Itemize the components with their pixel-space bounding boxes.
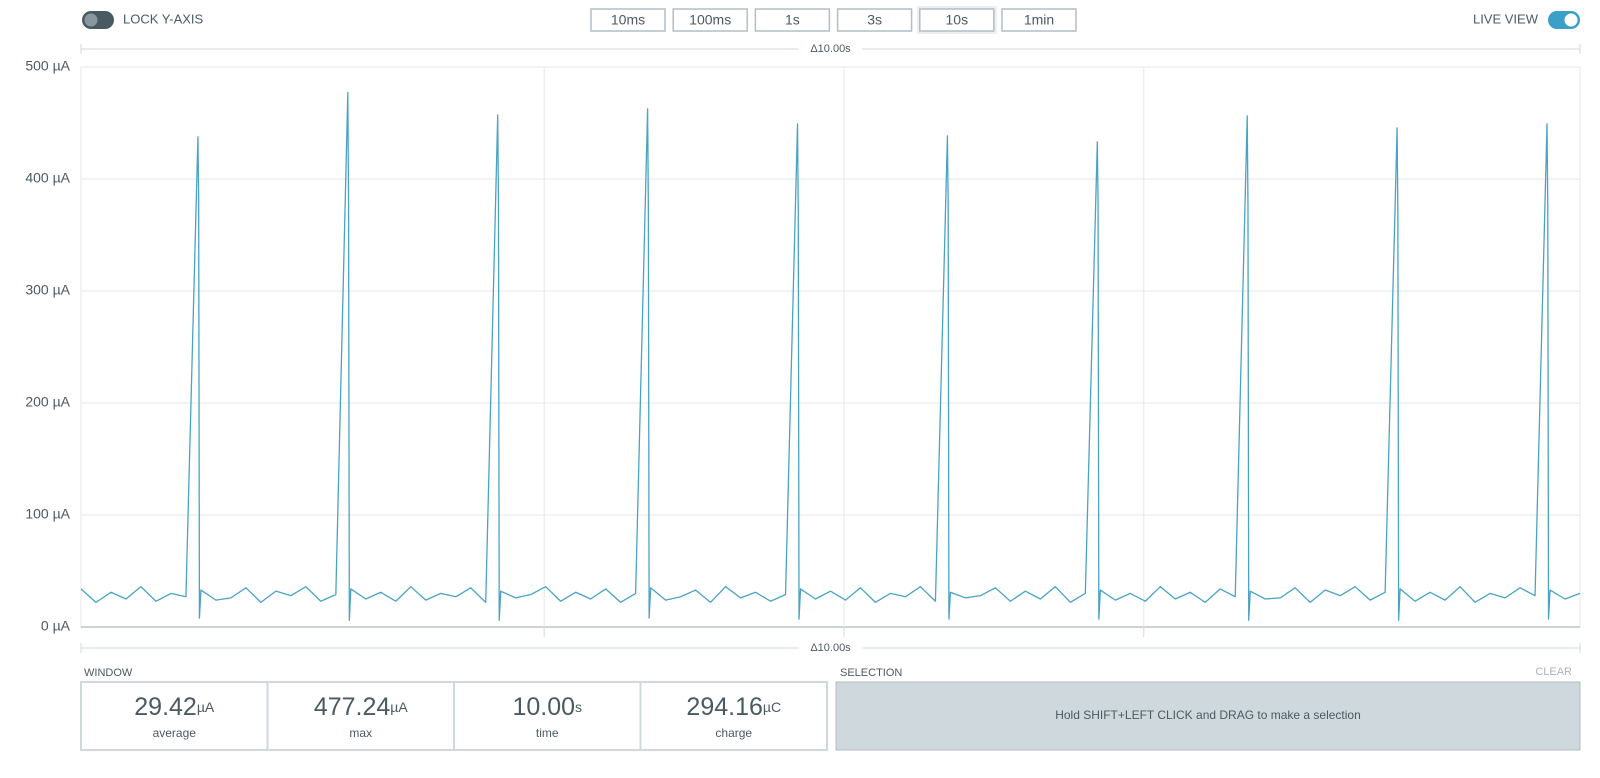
time-button[interactable] xyxy=(590,8,666,32)
stat-number: 10.00 xyxy=(512,693,575,721)
y-tick-label: 100 µA xyxy=(25,506,70,522)
stat-unit: µA xyxy=(390,699,408,715)
time-button-label: 3s xyxy=(867,12,882,28)
stat-number: 294.16 xyxy=(686,693,762,721)
live-label: LIVE VIEW xyxy=(1473,11,1539,26)
time-button-label: 10ms xyxy=(611,12,645,28)
time-button-label: 10s xyxy=(946,12,969,28)
selection-box[interactable] xyxy=(835,681,1581,751)
stat-number: 477.24 xyxy=(314,693,391,721)
lock-label: LOCK Y-AXIS xyxy=(123,11,204,26)
time-button[interactable] xyxy=(919,8,995,32)
clear-button[interactable]: CLEAR xyxy=(1535,666,1572,678)
stat-value: 10.00s xyxy=(512,693,582,721)
time-button[interactable] xyxy=(754,8,831,32)
time-button[interactable] xyxy=(836,8,913,32)
lock-toggle-knob xyxy=(84,13,98,27)
selection-title: SELECTION xyxy=(840,667,902,679)
time-button-label: 1s xyxy=(785,12,800,28)
stat-label: average xyxy=(153,726,197,740)
window-title: WINDOW xyxy=(84,667,133,679)
stat-label: max xyxy=(349,726,372,740)
time-button[interactable] xyxy=(672,8,748,32)
stat-unit: µC xyxy=(763,699,781,715)
stat-label: time xyxy=(536,726,559,740)
plot-frame xyxy=(80,66,1581,628)
y-tick-label: 0 µA xyxy=(41,618,71,634)
selection-hint: Hold SHIFT+LEFT CLICK and DRAG to make a… xyxy=(1055,708,1361,722)
span-label-bg xyxy=(798,640,863,656)
time-button[interactable] xyxy=(1001,8,1077,32)
y-tick-label: 500 µA xyxy=(25,58,70,74)
y-tick-label: 300 µA xyxy=(25,282,70,298)
live-toggle-knob xyxy=(1564,13,1578,27)
time-button-label: 1min xyxy=(1024,12,1054,28)
y-tick-label: 200 µA xyxy=(25,394,70,410)
stat-value: 477.24µA xyxy=(314,693,409,721)
stat-value: 294.16µC xyxy=(686,693,781,721)
span-label-bg xyxy=(798,41,863,57)
stat-value: 29.42µA xyxy=(134,693,215,721)
time-button-label: 100ms xyxy=(689,12,731,28)
span-label: Δ10.00s xyxy=(810,642,851,654)
stat-number: 29.42 xyxy=(134,693,197,721)
stat-unit: µA xyxy=(197,699,215,715)
current-trace xyxy=(80,91,1581,621)
y-tick-label: 400 µA xyxy=(25,170,70,186)
span-label: Δ10.00s xyxy=(810,43,851,55)
stat-label: charge xyxy=(715,726,752,740)
stat-unit: s xyxy=(575,699,582,715)
